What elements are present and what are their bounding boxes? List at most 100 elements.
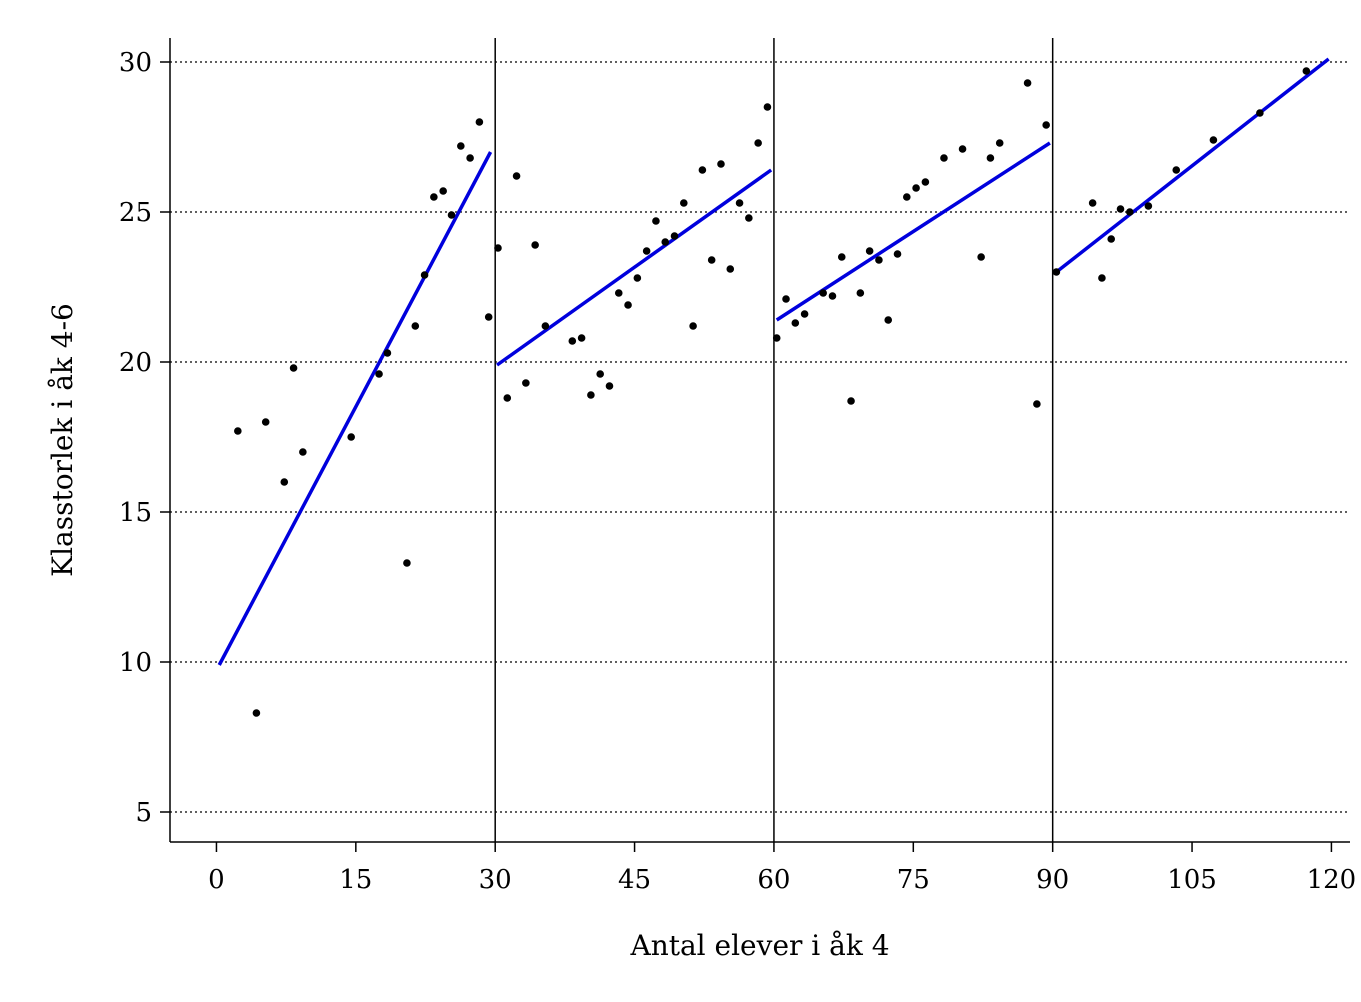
data-points: [234, 67, 1311, 717]
x-tick-label: 120: [1307, 865, 1357, 895]
data-point: [652, 217, 660, 225]
data-point: [1033, 400, 1041, 408]
x-tick-label: 60: [757, 865, 790, 895]
y-tick-label: 5: [135, 798, 152, 828]
data-point: [299, 448, 307, 456]
data-point: [289, 364, 298, 372]
x-tick-label: 105: [1167, 865, 1217, 895]
fit-line-segment: [217, 151, 493, 666]
grid-lines: [170, 61, 1350, 813]
data-point: [624, 301, 632, 309]
data-point: [457, 142, 465, 150]
data-point: [1209, 136, 1218, 144]
data-point: [347, 433, 355, 441]
data-point: [642, 247, 651, 255]
axes: [160, 38, 1350, 852]
data-point: [531, 241, 539, 249]
data-point: [614, 289, 623, 297]
data-point: [420, 271, 429, 279]
data-point: [958, 145, 967, 153]
data-point: [782, 295, 790, 303]
y-tick-label: 25: [119, 198, 152, 228]
y-tick-label: 10: [119, 648, 152, 678]
data-point: [605, 382, 614, 390]
y-tick-label: 30: [119, 48, 152, 78]
data-point: [503, 394, 512, 402]
data-point: [680, 199, 688, 207]
data-point: [735, 199, 744, 207]
data-point: [837, 253, 846, 261]
x-tick-label: 75: [897, 865, 930, 895]
data-point: [995, 139, 1004, 147]
data-point: [587, 391, 595, 399]
data-point: [475, 118, 484, 126]
data-point: [726, 265, 735, 273]
y-tick-label: 15: [119, 498, 152, 528]
data-point: [234, 427, 242, 435]
data-point: [1088, 199, 1097, 207]
data-point: [430, 193, 438, 201]
data-point: [1052, 268, 1061, 276]
data-point: [828, 292, 837, 300]
data-point: [772, 334, 781, 342]
x-axis-title: Antal elever i åk 4: [629, 929, 889, 962]
data-point: [577, 334, 586, 342]
data-point: [261, 418, 270, 426]
data-point: [403, 559, 411, 567]
data-point: [921, 178, 930, 186]
data-point: [411, 322, 420, 330]
data-point: [1125, 208, 1134, 216]
fit-line-segment: [775, 141, 1051, 322]
data-point: [1107, 235, 1116, 243]
data-point: [383, 349, 392, 357]
data-point: [484, 313, 493, 321]
data-point: [763, 103, 772, 111]
x-tick-label: 15: [339, 865, 372, 895]
data-point: [912, 184, 920, 192]
data-point: [1098, 274, 1106, 282]
fit-line-segment: [496, 168, 773, 367]
data-point: [847, 397, 855, 405]
data-point: [689, 322, 697, 330]
data-point: [875, 256, 883, 264]
fit-line-segment: [1055, 57, 1330, 274]
data-point: [1302, 67, 1311, 75]
data-point: [568, 337, 577, 345]
data-point: [865, 247, 874, 255]
data-point: [717, 160, 725, 168]
data-point: [698, 166, 707, 174]
vertical-separator-lines: [494, 38, 1054, 842]
data-point: [940, 154, 948, 162]
data-point: [670, 232, 679, 240]
data-point: [466, 154, 474, 162]
x-tick-label: 90: [1036, 865, 1069, 895]
data-point: [1023, 79, 1032, 87]
data-point: [986, 154, 995, 162]
data-point: [754, 139, 762, 147]
data-point: [494, 244, 502, 252]
x-tick-label: 30: [479, 865, 512, 895]
data-point: [1256, 109, 1264, 117]
data-point: [280, 478, 289, 486]
data-point: [1172, 166, 1181, 174]
y-axis-title: Klasstorlek i åk 4-6: [46, 303, 79, 577]
data-point: [1042, 121, 1050, 129]
data-point: [375, 370, 383, 378]
data-point: [252, 709, 261, 717]
x-tick-label: 45: [618, 865, 651, 895]
data-point: [633, 274, 642, 282]
data-point: [1144, 202, 1153, 210]
x-tick-label: 0: [208, 865, 225, 895]
data-point: [884, 316, 893, 324]
data-point: [447, 211, 456, 219]
data-point: [977, 253, 985, 261]
data-point: [512, 172, 521, 180]
data-point: [791, 319, 800, 327]
data-point: [596, 370, 604, 378]
tick-labels: 5 10 15 20 25 30 0 15 30 45 60 75 90 105 120: [119, 48, 1356, 895]
data-point: [661, 238, 670, 246]
data-point: [541, 322, 550, 330]
data-point: [819, 289, 827, 297]
data-point: [893, 250, 902, 258]
